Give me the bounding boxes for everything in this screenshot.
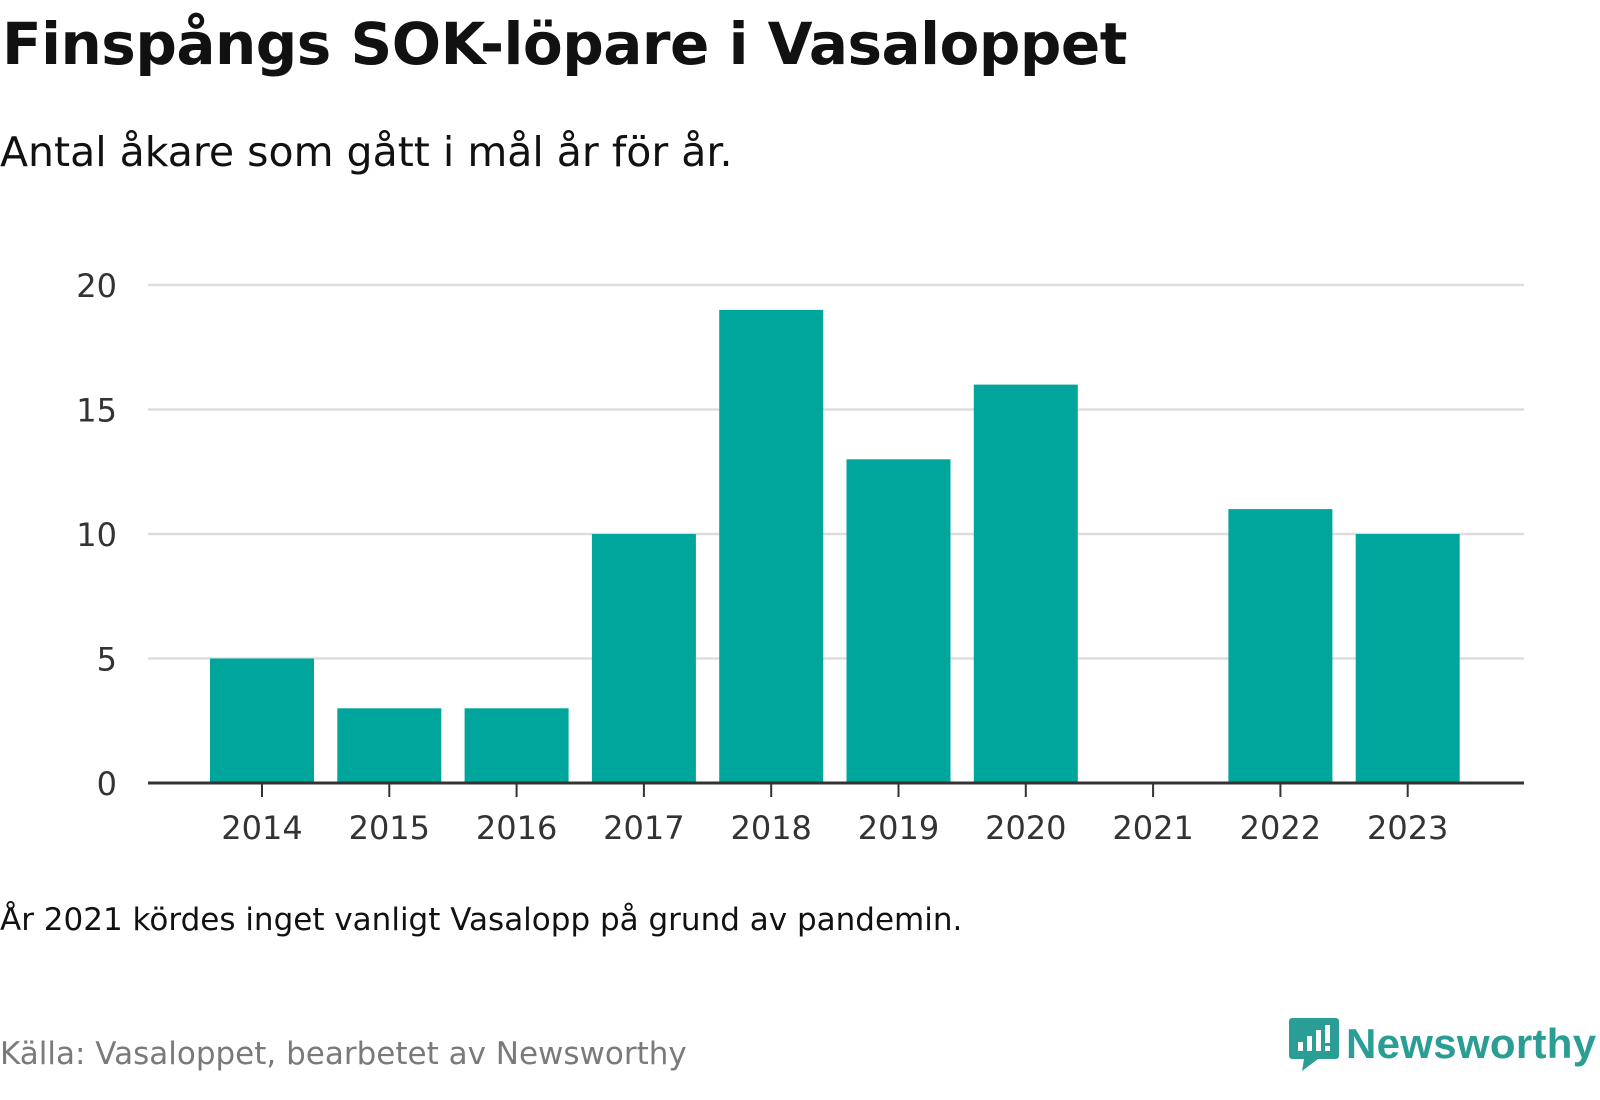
bar-2022[interactable]	[1228, 509, 1333, 783]
bars	[210, 309, 1460, 784]
newsworthy-brand[interactable]: Newsworthy	[1288, 1016, 1596, 1072]
newsworthy-logo-icon	[1289, 1018, 1339, 1071]
x-tick-label: 2015	[349, 809, 430, 847]
y-tick-label: 20	[76, 267, 117, 305]
footnote: År 2021 kördes inget vanligt Vasalopp på…	[0, 902, 963, 938]
y-tick-label: 10	[76, 516, 117, 554]
x-tick-label: 2014	[221, 809, 302, 847]
x-tick-label: 2017	[603, 809, 684, 847]
x-tick-label: 2022	[1240, 809, 1321, 847]
x-tick-label: 2020	[985, 809, 1066, 847]
x-tick-label: 2023	[1367, 809, 1448, 847]
y-axis-ticks: 0 5 10 15 20	[76, 267, 117, 803]
x-tick-label: 2021	[1112, 809, 1193, 847]
y-tick-label: 5	[97, 641, 117, 679]
chart-title: Finspångs SOK-löpare i Vasaloppet	[2, 10, 1127, 78]
bar-2020[interactable]	[973, 384, 1078, 783]
y-tick-label: 15	[76, 392, 117, 430]
bar-2016[interactable]	[464, 708, 569, 783]
x-tick-label: 2016	[476, 809, 557, 847]
bar-2015[interactable]	[337, 708, 442, 783]
x-tick-label: 2018	[730, 809, 811, 847]
bar-2018[interactable]	[719, 309, 824, 783]
bar-2019[interactable]	[846, 459, 951, 783]
bar-2017[interactable]	[591, 534, 696, 783]
y-tick-label: 0	[97, 765, 117, 803]
source-credit: Källa: Vasaloppet, bearbetet av Newswort…	[0, 1036, 687, 1072]
chart-subtitle: Antal åkare som gått i mål år för år.	[0, 128, 733, 176]
brand-name: Newsworthy	[1346, 1020, 1597, 1067]
x-axis-ticks: 2014 2015 2016 2017 2018 2019 2020 2021 2022 2023	[221, 783, 1448, 847]
x-tick-label: 2019	[858, 809, 939, 847]
bar-chart: 0 5 10 15 20 2014 2015 2016 2017 2018 2019 2020 202…	[76, 267, 1524, 847]
bar-2023[interactable]	[1355, 534, 1460, 783]
bar-2014[interactable]	[210, 658, 314, 784]
